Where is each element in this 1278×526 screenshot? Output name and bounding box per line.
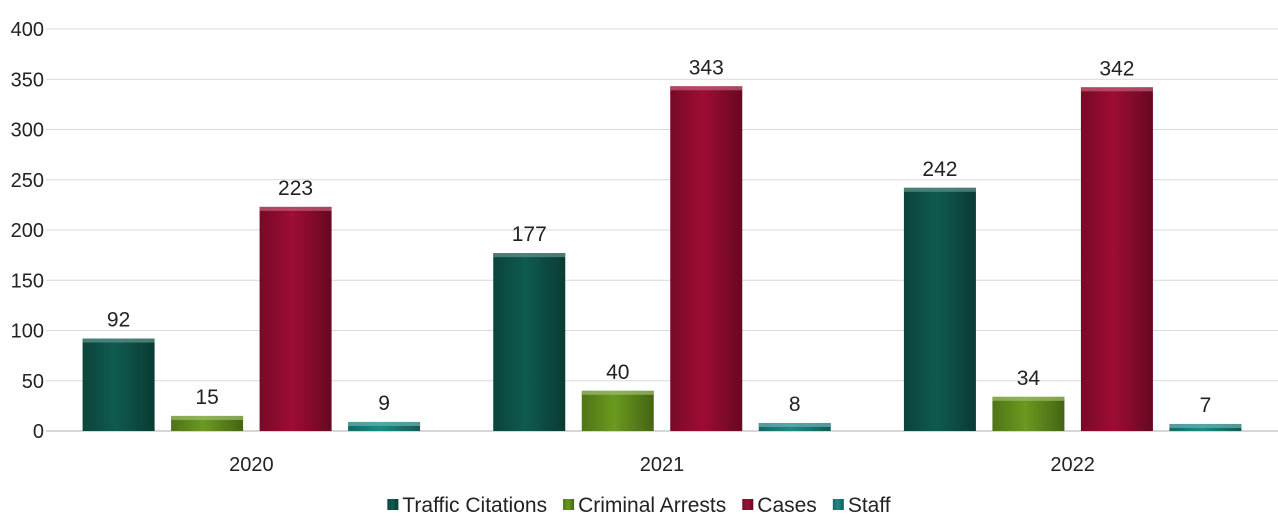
y-axis-ticks: 0 50 100 150 200 250 300 350 400 <box>11 19 44 443</box>
gridlines <box>46 28 1278 432</box>
legend-item-cases: Cases <box>742 494 817 517</box>
bar-highlight <box>82 338 155 343</box>
y-tick-label: 200 <box>11 220 44 242</box>
bar-highlight <box>259 206 332 211</box>
data-label: 242 <box>922 158 957 181</box>
legend-swatch <box>563 499 575 510</box>
data-label: 7 <box>1200 394 1212 417</box>
bar-highlight <box>581 390 654 395</box>
legend-label: Cases <box>757 494 817 517</box>
legend-item-criminal-arrests: Criminal Arrests <box>563 494 726 517</box>
bar-highlight <box>1169 423 1242 428</box>
y-tick-label: 100 <box>11 321 44 343</box>
y-tick-label: 350 <box>11 69 44 91</box>
bar-traffic-citations-2021 <box>493 253 566 431</box>
x-category-label: 2022 <box>1050 454 1095 476</box>
legend-item-traffic-citations: Traffic Citations <box>387 494 547 517</box>
x-axis-categories: 2020 2021 2022 <box>229 454 1095 476</box>
legend-label: Traffic Citations <box>402 494 547 517</box>
bar-criminal-arrests-2022 <box>992 396 1065 431</box>
y-tick-label: 400 <box>11 19 44 41</box>
bar-highlight <box>758 422 831 427</box>
data-label: 223 <box>278 177 313 200</box>
bar-criminal-arrests-2021 <box>581 390 654 431</box>
data-label: 40 <box>606 361 629 384</box>
data-label: 177 <box>512 223 547 246</box>
bar-traffic-citations-2020 <box>82 338 155 431</box>
bar-highlight <box>493 253 566 258</box>
legend-swatch <box>742 499 754 510</box>
y-tick-label: 0 <box>33 421 44 443</box>
x-category-label: 2021 <box>640 454 685 476</box>
data-label: 343 <box>689 56 724 79</box>
legend: Traffic Citations Criminal Arrests Cases St… <box>387 494 891 517</box>
y-tick-label: 50 <box>22 371 44 393</box>
bar-highlight <box>1080 87 1153 92</box>
legend-label: Criminal Arrests <box>578 494 726 517</box>
legend-swatch <box>832 499 844 510</box>
bar-highlight <box>670 86 743 91</box>
x-category-label: 2020 <box>229 454 274 476</box>
y-tick-label: 300 <box>11 120 44 142</box>
data-label: 92 <box>107 309 130 332</box>
data-label: 34 <box>1017 367 1041 390</box>
legend-item-staff: Staff <box>832 494 891 517</box>
data-label: 8 <box>789 393 801 416</box>
bar-highlight <box>992 396 1065 401</box>
bar-cases-2022 <box>1080 87 1153 431</box>
bar-cases-2021 <box>670 86 743 431</box>
bar-cases-2020 <box>259 206 332 431</box>
bar-traffic-citations-2022 <box>903 187 976 431</box>
y-tick-label: 150 <box>11 270 44 292</box>
data-label: 342 <box>1099 57 1134 80</box>
legend-label: Staff <box>848 494 891 517</box>
data-labels: 92 15 223 9 177 40 343 8 242 34 342 7 <box>107 56 1211 417</box>
data-label: 15 <box>195 386 218 409</box>
bars <box>82 86 1242 431</box>
bar-staff-2020 <box>348 421 421 431</box>
bar-highlight <box>171 415 244 420</box>
bar-highlight <box>348 421 421 426</box>
y-tick-label: 250 <box>11 170 44 192</box>
bar-staff-2021 <box>758 422 831 431</box>
legend-swatch <box>387 499 399 510</box>
data-label: 9 <box>378 392 390 415</box>
bar-highlight <box>903 187 976 192</box>
